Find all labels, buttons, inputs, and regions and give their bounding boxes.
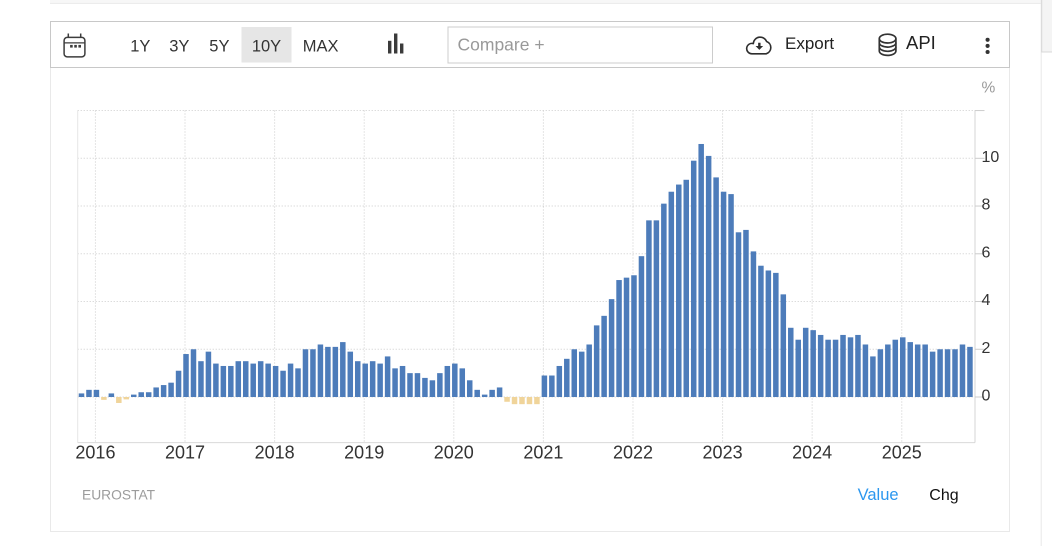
svg-text:6: 6 [982,244,991,261]
svg-text:2018: 2018 [255,443,295,463]
svg-text:2016: 2016 [75,443,115,463]
svg-text:MAX: MAX [303,38,339,56]
svg-text:2020: 2020 [434,443,474,463]
svg-text:2019: 2019 [344,443,384,463]
svg-text:Chg: Chg [929,487,958,504]
svg-text:5Y: 5Y [209,38,229,56]
svg-text:8: 8 [982,197,991,214]
svg-text:2024: 2024 [792,443,832,463]
svg-text:10Y: 10Y [252,38,281,56]
svg-text:2: 2 [982,340,991,357]
svg-text:1Y: 1Y [130,38,150,56]
svg-text:2021: 2021 [523,443,563,463]
svg-text:2023: 2023 [703,443,743,463]
svg-text:2025: 2025 [882,443,922,463]
svg-text:EUROSTAT: EUROSTAT [82,488,156,503]
svg-text:0: 0 [982,388,991,405]
svg-text:2017: 2017 [165,443,205,463]
svg-text:%: % [982,80,996,97]
svg-text:Export: Export [785,34,834,53]
svg-text:Compare +: Compare + [458,34,545,54]
svg-text:2022: 2022 [613,443,653,463]
svg-text:4: 4 [982,292,991,309]
svg-text:API: API [906,32,936,53]
svg-text:10: 10 [982,149,1000,166]
svg-text:Value: Value [858,486,899,504]
svg-text:3Y: 3Y [169,38,189,56]
